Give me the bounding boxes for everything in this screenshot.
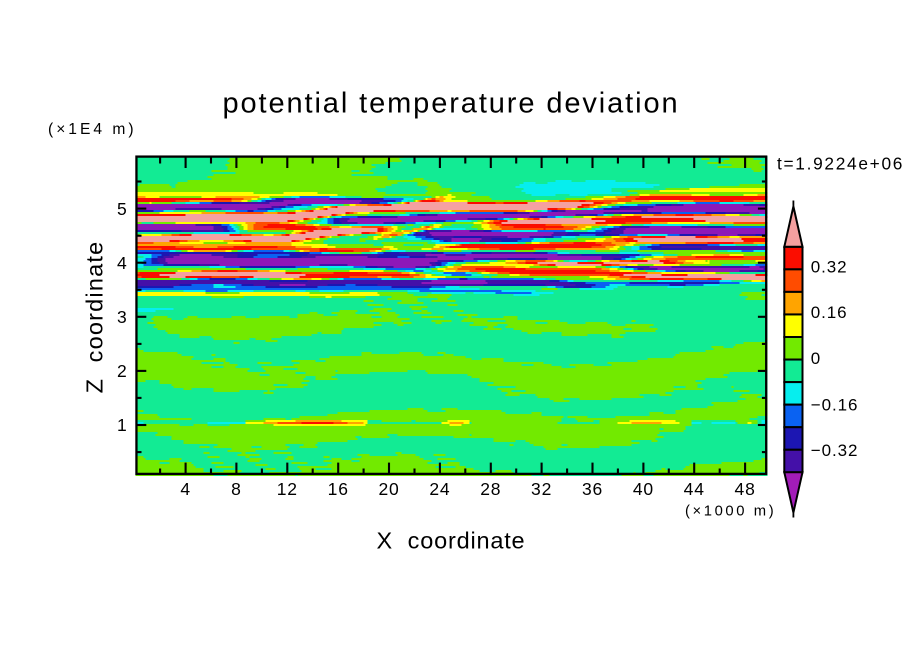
svg-text:16: 16 — [328, 479, 349, 499]
svg-text:2: 2 — [117, 361, 128, 381]
svg-text:5: 5 — [117, 199, 128, 219]
svg-text:−0.32: −0.32 — [811, 441, 859, 460]
svg-text:48: 48 — [735, 479, 756, 499]
svg-text:0.32: 0.32 — [811, 258, 848, 277]
svg-text:Z coordinate: Z coordinate — [82, 241, 108, 394]
svg-text:(×1E4 m): (×1E4 m) — [48, 121, 137, 138]
svg-text:8: 8 — [231, 479, 242, 499]
svg-text:24: 24 — [429, 479, 450, 499]
svg-text:20: 20 — [378, 479, 399, 499]
svg-text:3: 3 — [117, 307, 128, 327]
svg-text:4: 4 — [117, 253, 128, 273]
svg-text:4: 4 — [180, 479, 191, 499]
svg-text:(×1000 m): (×1000 m) — [685, 504, 776, 520]
svg-text:32: 32 — [531, 479, 552, 499]
svg-text:0: 0 — [811, 349, 821, 368]
svg-text:36: 36 — [582, 479, 603, 499]
svg-text:12: 12 — [277, 479, 298, 499]
svg-text:0.16: 0.16 — [811, 303, 848, 322]
svg-text:28: 28 — [480, 479, 501, 499]
svg-text:44: 44 — [684, 479, 705, 499]
svg-text:−0.16: −0.16 — [811, 396, 859, 415]
svg-text:t=1.9224e+06: t=1.9224e+06 — [777, 154, 904, 174]
svg-text:40: 40 — [633, 479, 654, 499]
svg-text:1: 1 — [117, 415, 128, 435]
svg-text:X coordinate: X coordinate — [377, 528, 526, 554]
svg-text:potential temperature deviatio: potential temperature deviation — [222, 88, 679, 120]
